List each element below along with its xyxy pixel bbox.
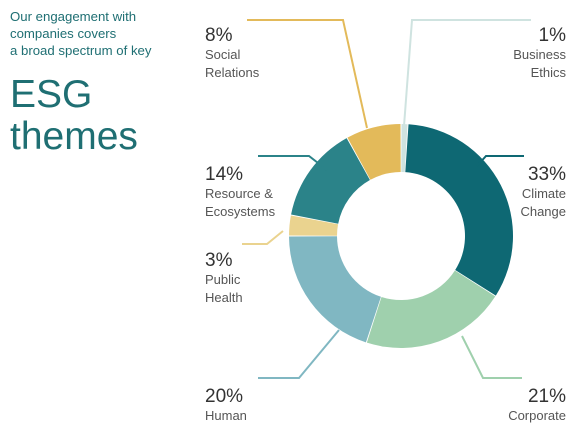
intro-text: Our engagement with companies covers a b…: [10, 8, 210, 59]
slice-label-public-health-line-2: Health: [205, 290, 243, 305]
leader-line-social-relations: [247, 19, 368, 129]
chart-title-line-2: themes: [10, 115, 138, 158]
slice-label-climate-change-line-2: Change: [520, 204, 566, 219]
slice-labels: 1%Business Ethics 33%Climate Change 21%Corpo…: [205, 25, 567, 423]
intro-line-2: companies covers: [10, 26, 117, 41]
slice-label-corporate-governance-line-1: Corporate: [508, 408, 566, 423]
slice-value-business-ethics: 1%: [539, 25, 567, 46]
slice-label-resource-ecosystems-line-2: Ecosystems: [205, 204, 276, 219]
leader-line-corporate-governance: [461, 335, 522, 379]
slice-social-relations: [347, 124, 401, 180]
intro-line-1: Our engagement with: [10, 9, 137, 24]
slice-value-corporate-governance: 21%: [528, 386, 566, 407]
leader-line-climate-change: [476, 155, 524, 167]
leader-line-business-ethics: [403, 19, 531, 127]
leader-line-public-health: [242, 230, 284, 245]
slice-resource-ecosystems: [291, 138, 370, 224]
slice-label-business-ethics-line-1: Business: [513, 47, 566, 62]
slice-label-resource-ecosystems-line-1: Resource &: [205, 186, 273, 201]
slice-value-human-capital: 20%: [205, 386, 243, 407]
slice-value-social-relations: 8%: [205, 25, 233, 46]
donut-slices: [289, 124, 513, 349]
slice-corporate-governance: [366, 270, 496, 349]
chart-title-line-1: ESG: [10, 73, 93, 116]
intro-line-3: a broad spectrum of key: [10, 43, 152, 58]
slice-value-public-health: 3%: [205, 250, 233, 271]
slice-label-social-relations-line-2: Relations: [205, 65, 260, 80]
slice-value-climate-change: 33%: [528, 164, 566, 185]
slice-label-public-health-line-1: Public: [205, 272, 241, 287]
slice-label-human-capital-line-1: Human: [205, 408, 247, 423]
slice-public-health: [289, 215, 339, 236]
slice-human-capital: [289, 236, 381, 343]
slice-label-business-ethics-line-2: Ethics: [531, 65, 567, 80]
slice-label-social-relations-line-1: Social: [205, 47, 241, 62]
leader-line-resource-ecosystems: [258, 155, 328, 171]
chart-title: ESG themes: [10, 74, 138, 158]
slice-business-ethics: [401, 124, 408, 173]
slice-value-resource-ecosystems: 14%: [205, 164, 243, 185]
slice-label-climate-change-line-1: Climate: [522, 186, 566, 201]
slice-climate-change: [405, 124, 513, 296]
leader-line-human-capital: [258, 329, 340, 379]
leader-lines: [242, 19, 531, 379]
